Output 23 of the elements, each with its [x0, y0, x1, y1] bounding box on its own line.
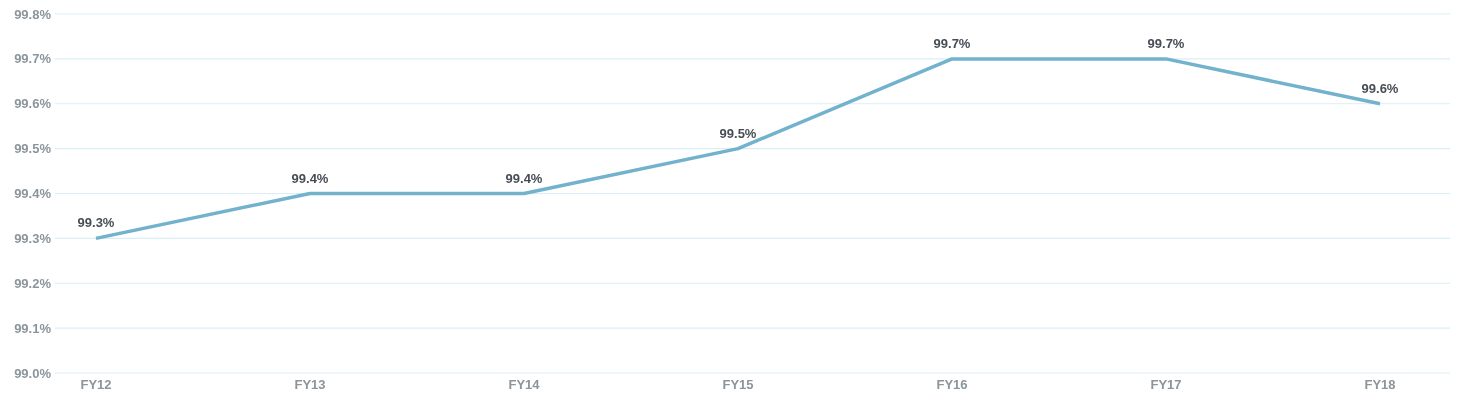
y-tick-label: 99.1% — [14, 320, 52, 336]
y-tick-label: 99.7% — [14, 51, 52, 67]
x-tick-label: FY17 — [1150, 377, 1182, 393]
x-tick-label: FY14 — [508, 377, 541, 393]
data-label: 99.5% — [719, 125, 757, 141]
data-label: 99.7% — [933, 35, 971, 51]
y-tick-label: 99.4% — [14, 186, 52, 202]
x-tick-label: FY15 — [722, 377, 754, 393]
y-tick-label: 99.3% — [14, 230, 52, 246]
data-label: 99.4% — [291, 170, 329, 186]
data-label: 99.6% — [1361, 80, 1399, 96]
x-tick-label: FY13 — [294, 377, 326, 393]
y-tick-label: 99.5% — [14, 141, 52, 157]
x-tick-label: FY18 — [1364, 377, 1396, 393]
x-tick-label: FY16 — [936, 377, 968, 393]
y-tick-label: 99.8% — [14, 6, 52, 22]
y-tick-label: 99.0% — [14, 365, 52, 381]
data-label: 99.3% — [77, 215, 115, 231]
y-tick-label: 99.2% — [14, 275, 52, 291]
x-tick-label: FY12 — [80, 377, 112, 393]
data-label: 99.4% — [505, 170, 543, 186]
y-tick-label: 99.6% — [14, 96, 52, 112]
data-label: 99.7% — [1147, 35, 1185, 51]
